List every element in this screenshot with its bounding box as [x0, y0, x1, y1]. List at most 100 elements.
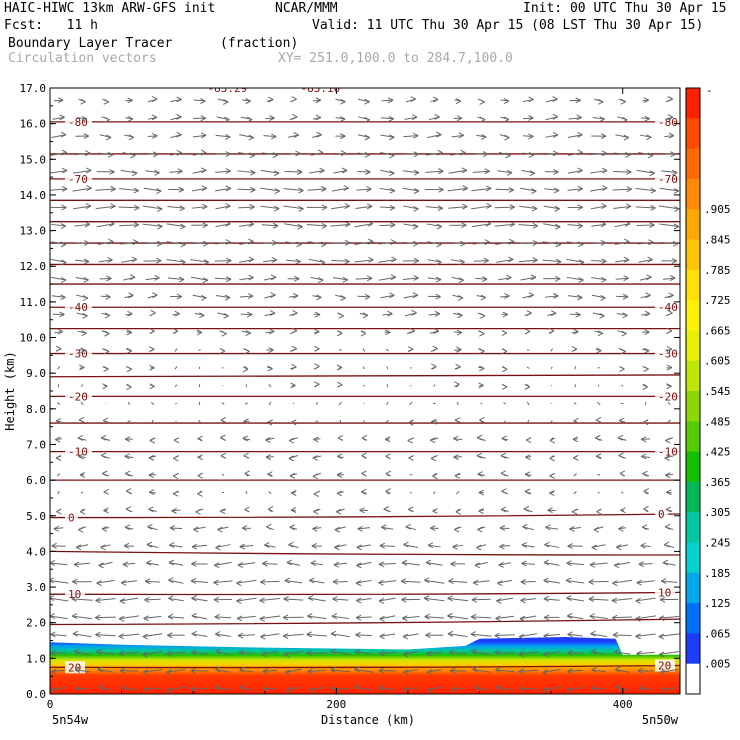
- vector-head: [291, 363, 297, 370]
- contour-label: -10: [68, 446, 88, 459]
- vector-shaft: [378, 562, 396, 565]
- vector-head: [436, 241, 442, 248]
- vector-shaft: [171, 509, 181, 512]
- vector-shaft: [496, 597, 514, 602]
- vector-head: [312, 473, 319, 480]
- vector-head: [152, 132, 158, 139]
- vector-head: [247, 293, 254, 299]
- vector-head: [522, 523, 528, 530]
- vector-head: [260, 579, 266, 586]
- vector-head: [100, 434, 107, 441]
- vector-shaft: [456, 401, 459, 406]
- vector-head: [385, 453, 391, 460]
- vector-head: [177, 168, 183, 175]
- vector-head: [476, 452, 482, 459]
- vector-head: [601, 185, 608, 192]
- vector-shaft: [543, 561, 560, 566]
- vector-head: [599, 116, 605, 123]
- vector-head: [333, 561, 340, 568]
- vector-head: [553, 168, 559, 175]
- vector-head: [407, 346, 414, 353]
- vector-head: [50, 686, 57, 693]
- vector-head: [269, 115, 275, 121]
- vector-head: [149, 383, 155, 390]
- vector-shaft: [498, 277, 512, 281]
- vector-shaft: [613, 152, 631, 156]
- vector-shaft: [427, 686, 442, 691]
- vector-head: [167, 632, 173, 639]
- vector-head: [225, 220, 231, 227]
- vector-shaft: [167, 277, 185, 280]
- vector-head: [402, 686, 409, 693]
- vector-head: [104, 116, 110, 123]
- vector-head: [97, 666, 103, 673]
- vector-head: [528, 292, 534, 298]
- vector-shaft: [334, 544, 347, 548]
- vector-head: [354, 648, 361, 655]
- vector-head: [494, 649, 500, 656]
- vector-head: [476, 434, 483, 441]
- vector-head: [432, 96, 439, 103]
- vector-shaft: [636, 580, 655, 584]
- vector-head: [665, 506, 672, 513]
- vector-shaft: [239, 258, 254, 263]
- boundary-layer-shading: [50, 636, 680, 694]
- y-tick-label: 7.0: [26, 438, 46, 451]
- vector-head: [268, 96, 274, 103]
- vector-shaft: [519, 633, 538, 638]
- vectors-label: Circulation vectors: [8, 51, 157, 66]
- vector-shaft: [448, 580, 468, 583]
- vector-head: [201, 203, 208, 210]
- vector-head: [61, 167, 68, 174]
- vector-head: [641, 524, 648, 531]
- vector-head: [355, 597, 362, 604]
- vector-head: [78, 416, 85, 423]
- vector-head: [462, 185, 469, 192]
- vector-head: [355, 631, 361, 638]
- vector-head: [290, 507, 297, 514]
- vector-head: [408, 419, 414, 426]
- vector-head: [356, 562, 362, 569]
- vector-shaft: [526, 366, 530, 369]
- boundary-layer-area: [50, 636, 680, 694]
- vector-head: [412, 132, 419, 139]
- vector-shaft: [308, 258, 326, 263]
- vector-shaft: [426, 651, 443, 655]
- vector-shaft: [142, 205, 163, 210]
- vector-head: [623, 256, 630, 263]
- vector-head: [621, 330, 627, 337]
- vector-shaft: [331, 687, 350, 690]
- vector-head: [59, 114, 65, 121]
- vector-shaft: [170, 152, 182, 156]
- vector-shaft: [80, 401, 84, 406]
- vector-shaft: [381, 526, 394, 530]
- vector-shaft: [244, 402, 249, 405]
- vector-head: [197, 435, 203, 442]
- vector-head: [497, 580, 503, 587]
- vector-head: [291, 490, 297, 496]
- vector-head: [85, 167, 92, 174]
- vector-shaft: [592, 117, 605, 120]
- vector-head: [306, 631, 312, 638]
- vector-head: [337, 434, 344, 441]
- forecast-hour: Fcst: 11 h: [4, 18, 98, 33]
- org-label: NCAR/MMM: [275, 1, 338, 16]
- vector-head: [588, 578, 594, 585]
- vector-shaft: [237, 170, 256, 174]
- vector-head: [364, 151, 371, 158]
- vector-head: [314, 311, 321, 318]
- vector-shaft: [521, 562, 536, 565]
- vector-shaft: [122, 562, 136, 565]
- vector-head: [50, 560, 56, 566]
- vector-shaft: [221, 473, 225, 476]
- vector-shaft: [192, 294, 207, 299]
- vector-shaft: [145, 580, 160, 583]
- vector-head: [317, 149, 324, 156]
- vector-head: [217, 526, 223, 533]
- vector-head: [71, 613, 78, 620]
- vector-shaft: [526, 401, 530, 406]
- vector-head: [553, 187, 560, 194]
- vector-head: [290, 382, 296, 389]
- vector-shaft: [237, 634, 255, 637]
